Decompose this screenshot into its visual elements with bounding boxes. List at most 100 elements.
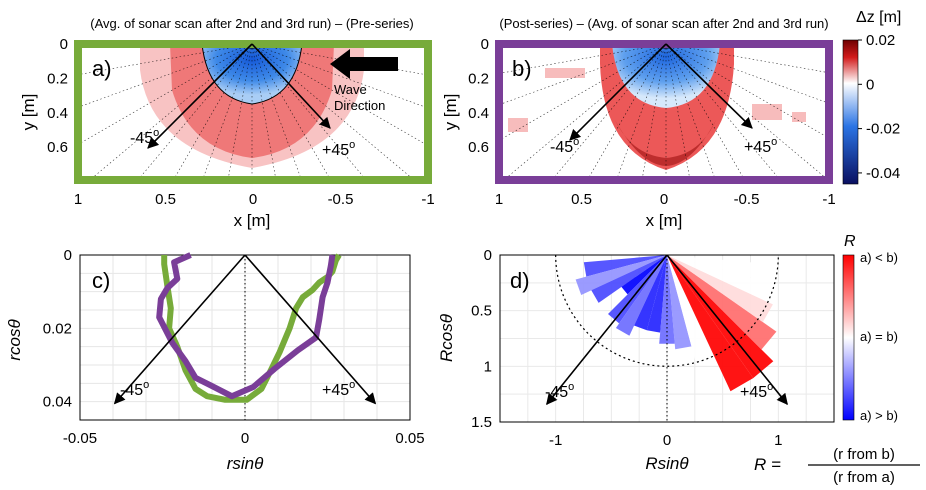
formula-denominator: (r from a): [833, 469, 895, 486]
panel-b-label: b): [512, 56, 532, 81]
radial-line: [251, 44, 277, 180]
polar-wedge: [615, 255, 667, 336]
panel-a-title: (Avg. of sonar scan after 2nd and 3rd ru…: [90, 16, 413, 31]
radial-line: [499, 44, 667, 141]
colorbar-dz-label: Δz [m]: [856, 9, 901, 26]
panel-d: d) -45o +45o -1 0 1 0 0.5 1 1.5 Rsinθ Rcosθ: [437, 247, 835, 473]
radial-line: [78, 44, 253, 75]
polar-wedge: [667, 255, 777, 350]
x-tick-label: -0.5: [328, 191, 354, 208]
radial-line: [616, 44, 667, 180]
radial-line: [251, 44, 331, 180]
colorbar-dz-tick-label: 0.02: [866, 32, 895, 49]
radial-line: [665, 44, 745, 180]
panel-b-patch-1: [545, 68, 585, 78]
y-tick-label: 0: [481, 36, 489, 53]
panel-d-ylabel: Rcosθ: [437, 313, 456, 362]
panel-a-arrow-plus45: [251, 43, 331, 129]
radial-line: [665, 44, 829, 104]
panel-b-frame: [495, 40, 833, 184]
panel-d-label: d): [510, 268, 530, 293]
wave-direction-arrow-icon: [330, 49, 398, 79]
x-tick-label: -0.05: [63, 430, 97, 447]
direction-arrow-minus45: [113, 254, 246, 405]
direction-arrow-plus45: [666, 254, 788, 406]
panel-c-ylabel: rcosθ: [5, 319, 24, 361]
x-tick-label: 0: [241, 430, 249, 447]
formula-lhs: R =: [754, 455, 781, 474]
y-tick-label: 0: [60, 36, 68, 53]
panel-a-label-plus45: +45o: [322, 139, 355, 159]
x-tick-label: -1: [549, 432, 562, 449]
wave-direction-text-1: Wave: [334, 82, 367, 97]
direction-arrow-plus45: [244, 254, 377, 405]
polar-wedge: [667, 255, 775, 303]
y-tick-label: 0.02: [43, 320, 72, 337]
panel-c-label-minus45: -45o: [120, 379, 149, 399]
panel-b-deposition-core: [615, 120, 716, 166]
direction-arrow-minus45: [546, 254, 668, 406]
polar-wedge: [667, 255, 778, 284]
panel-b-patch-4: [792, 112, 806, 122]
colorbar-dz-bar: [842, 39, 859, 185]
radial-line: [173, 44, 253, 180]
panel-b-patch-3: [752, 104, 782, 120]
panel-d-label-minus45: -45o: [545, 381, 574, 401]
x-tick-label: 0: [249, 191, 257, 208]
x-tick-label: 1: [774, 432, 782, 449]
radial-line: [251, 44, 302, 180]
x-tick-label: -0.5: [734, 191, 760, 208]
colorbar-r-bar: [842, 254, 855, 421]
radial-line: [665, 44, 829, 74]
panel-d-overlay: [500, 254, 834, 422]
panel-c: c) -45o +45o -0.05 0 0.05 0 0.02 0.04 rsinθ r…: [5, 247, 425, 473]
panel-d-wedges: [575, 255, 778, 392]
radial-line: [78, 44, 253, 108]
radial-line: [665, 44, 781, 180]
panel-b-xlabel: x [m]: [646, 211, 683, 230]
radial-line: [202, 44, 253, 180]
colorbar-r-tick-top: a) < b): [860, 250, 898, 265]
y-tick-label: 0.6: [468, 139, 489, 156]
radial-line: [665, 44, 829, 139]
colorbar-r-label: R: [844, 233, 856, 250]
polar-wedge: [667, 255, 692, 350]
radial-line: [551, 44, 667, 180]
radial-line: [89, 44, 253, 180]
colorbar-dz-tick-label: -0.04: [866, 165, 900, 182]
series-line-b: [156, 252, 336, 400]
panel-b-arrow-minus45: [569, 43, 667, 141]
polar-wedge: [667, 255, 774, 379]
colorbar-dz-tick-label: -0.02: [866, 121, 900, 138]
radial-line: [78, 44, 253, 145]
panel-a: (Avg. of sonar scan after 2nd and 3rd ru…: [19, 16, 435, 230]
polar-wedge: [646, 255, 667, 333]
y-tick-label: 0.6: [47, 139, 68, 156]
x-tick-label: -1: [822, 191, 835, 208]
y-tick-label: 0.2: [468, 70, 489, 87]
y-tick-label: 0: [64, 247, 72, 264]
x-tick-label: 0.05: [395, 430, 424, 447]
panel-a-label: a): [92, 56, 112, 81]
panel-a-label-minus45: -45o: [130, 127, 159, 147]
x-tick-label: 0: [663, 432, 671, 449]
colorbar-dz-tick-label: 0: [866, 76, 874, 93]
panel-c-label: c): [92, 268, 110, 293]
panel-c-axes: -0.05 0 0.05 0 0.02 0.04: [43, 247, 425, 447]
radial-line: [665, 44, 716, 180]
y-tick-label: 0.5: [471, 303, 492, 320]
colorbar-r-tick-bottom: a) > b): [860, 408, 898, 423]
panel-c-series: [113, 252, 377, 405]
x-tick-label: 0.5: [155, 191, 176, 208]
panel-a-xlabel: x [m]: [234, 211, 271, 230]
colorbar-dz-ticks: 0.02 0 -0.02 -0.04: [858, 32, 900, 182]
panel-a-arrow-minus45: [147, 43, 253, 149]
polar-wedge: [621, 255, 667, 295]
panel-b-label-minus45: -45o: [550, 136, 579, 156]
polar-wedge: [667, 255, 715, 363]
y-tick-label: 0.2: [47, 70, 68, 87]
radial-line: [251, 44, 415, 180]
reference-circle: [555, 254, 779, 367]
radial-line: [251, 44, 367, 180]
